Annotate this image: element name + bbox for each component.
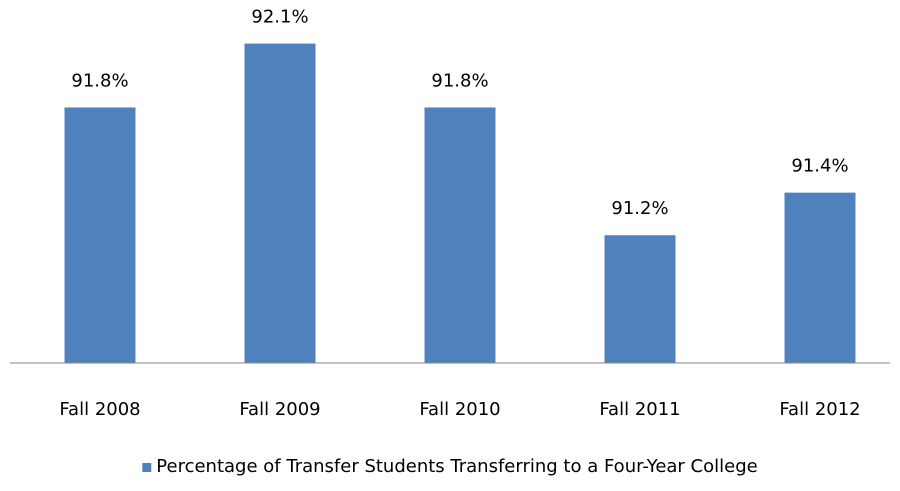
x-tick-label: Fall 2008 — [59, 399, 140, 420]
legend-label: Percentage of Transfer Students Transfer… — [156, 456, 757, 477]
bar — [784, 192, 856, 363]
x-tick-label: Fall 2011 — [599, 399, 680, 420]
bar — [424, 107, 496, 364]
bar — [64, 107, 136, 364]
legend-swatch — [142, 463, 152, 472]
data-label: 91.4% — [791, 156, 848, 177]
data-label: 91.2% — [611, 198, 668, 219]
x-tick-label: Fall 2012 — [779, 399, 860, 420]
data-label: 91.8% — [71, 70, 128, 91]
bar — [604, 235, 676, 363]
x-tick-label: Fall 2009 — [239, 399, 320, 420]
data-label: 91.8% — [431, 70, 488, 91]
data-label: 92.1% — [251, 7, 308, 28]
x-tick-label: Fall 2010 — [419, 399, 500, 420]
bar — [244, 43, 316, 364]
